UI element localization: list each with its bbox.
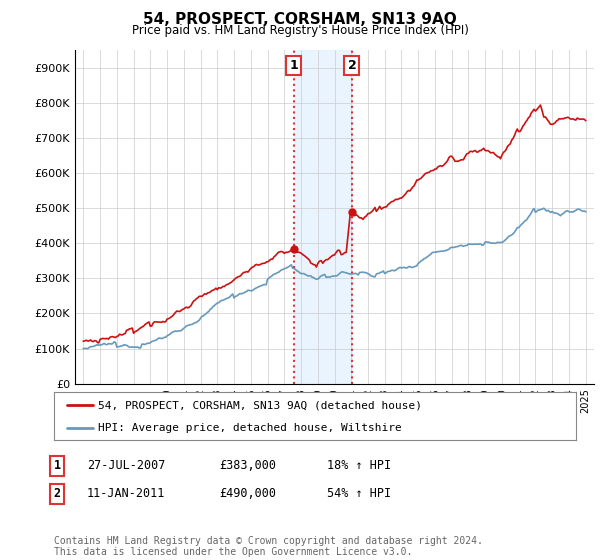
Text: Contains HM Land Registry data © Crown copyright and database right 2024.
This d: Contains HM Land Registry data © Crown c… [54,535,483,557]
Text: 2: 2 [347,59,356,72]
Text: £490,000: £490,000 [219,487,276,501]
Text: HPI: Average price, detached house, Wiltshire: HPI: Average price, detached house, Wilt… [98,423,402,433]
Bar [294,50,352,384]
Text: 2: 2 [53,487,61,501]
Text: 54% ↑ HPI: 54% ↑ HPI [327,487,391,501]
Text: 54, PROSPECT, CORSHAM, SN13 9AQ (detached house): 54, PROSPECT, CORSHAM, SN13 9AQ (detache… [98,400,422,410]
Text: Price paid vs. HM Land Registry's House Price Index (HPI): Price paid vs. HM Land Registry's House … [131,24,469,36]
Text: 1: 1 [53,459,61,473]
Text: 18% ↑ HPI: 18% ↑ HPI [327,459,391,473]
Text: 27-JUL-2007: 27-JUL-2007 [87,459,166,473]
Text: 54, PROSPECT, CORSHAM, SN13 9AQ: 54, PROSPECT, CORSHAM, SN13 9AQ [143,12,457,27]
Text: 11-JAN-2011: 11-JAN-2011 [87,487,166,501]
Text: 1: 1 [289,59,298,72]
Text: £383,000: £383,000 [219,459,276,473]
